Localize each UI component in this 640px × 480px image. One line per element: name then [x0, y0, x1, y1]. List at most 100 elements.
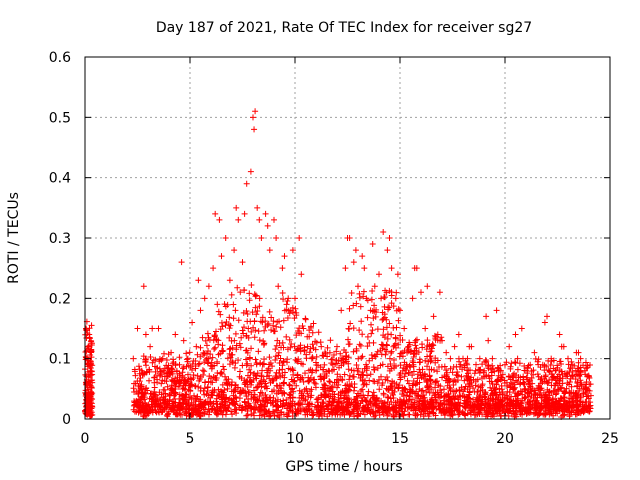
scatter-point [556, 378, 563, 385]
scatter-point [541, 410, 548, 417]
scatter-point [195, 398, 202, 405]
scatter-point [225, 376, 232, 383]
scatter-point [455, 407, 462, 414]
scatter-point [265, 320, 272, 327]
scatter-point [294, 372, 301, 379]
scatter-point [335, 407, 342, 414]
scatter-point [581, 367, 588, 374]
scatter-point [372, 412, 379, 419]
scatter-point [311, 379, 318, 386]
scatter-point [87, 352, 94, 359]
scatter-point [163, 404, 170, 411]
scatter-point [370, 378, 377, 385]
scatter-point [280, 358, 287, 365]
scatter-point [513, 409, 520, 416]
scatter-point [152, 408, 159, 415]
scatter-point [182, 408, 189, 415]
scatter-point [302, 370, 309, 377]
scatter-point [481, 394, 488, 401]
scatter-point [287, 389, 294, 396]
scatter-point [527, 388, 534, 395]
scatter-point [227, 322, 234, 329]
scatter-point [214, 370, 221, 377]
scatter-point [158, 391, 165, 398]
scatter-point [194, 393, 201, 400]
scatter-point [265, 372, 272, 379]
scatter-point [201, 379, 208, 386]
scatter-point [494, 377, 501, 384]
scatter-point [586, 362, 593, 369]
scatter-point [369, 327, 376, 334]
scatter-point [534, 358, 541, 365]
scatter-point [453, 372, 460, 379]
scatter-point [176, 378, 183, 385]
scatter-point [309, 341, 316, 348]
scatter-point [204, 387, 211, 394]
scatter-point [192, 365, 199, 372]
scatter-point [270, 401, 277, 408]
scatter-point [85, 361, 92, 368]
scatter-point [285, 410, 292, 417]
scatter-point [334, 343, 340, 350]
scatter-point [489, 355, 496, 362]
scatter-point [337, 350, 344, 357]
scatter-point [565, 355, 571, 362]
scatter-point [256, 379, 263, 386]
scatter-point [567, 364, 574, 371]
scatter-point [353, 404, 360, 411]
scatter-point [425, 403, 432, 410]
scatter-point [561, 411, 568, 418]
scatter-point [430, 342, 437, 349]
scatter-point [355, 283, 361, 290]
scatter-point [154, 364, 161, 371]
scatter-point [380, 228, 387, 235]
scatter-point [217, 311, 224, 318]
scatter-point [251, 334, 258, 341]
scatter-point [232, 330, 239, 337]
scatter-point [267, 397, 274, 404]
scatter-point [380, 390, 387, 397]
scatter-point [140, 353, 147, 360]
scatter-point [520, 379, 527, 386]
scatter-point [387, 360, 394, 367]
scatter-point [133, 408, 140, 415]
scatter-point [327, 337, 334, 344]
scatter-point [146, 377, 153, 384]
scatter-point [345, 325, 352, 332]
scatter-point [503, 392, 510, 399]
scatter-point [333, 357, 340, 364]
scatter-point [365, 406, 372, 413]
scatter-point [350, 302, 357, 309]
scatter-point [224, 385, 231, 392]
scatter-point [86, 379, 93, 386]
scatter-point [201, 385, 208, 392]
scatter-point [309, 329, 316, 336]
scatter-point [432, 384, 439, 391]
scatter-point [427, 400, 434, 407]
scatter-point [498, 413, 505, 420]
scatter-point [239, 362, 246, 369]
scatter-point [278, 344, 285, 351]
scatter-point [137, 375, 144, 382]
scatter-point [395, 317, 402, 324]
scatter-point [554, 388, 561, 395]
scatter-point [284, 405, 291, 412]
scatter-point [88, 383, 95, 390]
scatter-point [522, 406, 529, 413]
scatter-point [224, 355, 231, 362]
scatter-point [236, 368, 243, 375]
scatter-point [411, 339, 418, 346]
scatter-point [402, 365, 409, 372]
scatter-point [339, 377, 346, 384]
scatter-point [358, 397, 365, 404]
scatter-point [434, 331, 441, 338]
scatter-point [199, 334, 206, 341]
scatter-point [427, 377, 434, 384]
scatter-point [411, 265, 418, 272]
scatter-point [240, 324, 247, 331]
scatter-point [410, 361, 417, 368]
scatter-point [424, 283, 431, 290]
scatter-point [445, 409, 452, 416]
scatter-point [390, 343, 397, 350]
scatter-point [552, 398, 559, 405]
